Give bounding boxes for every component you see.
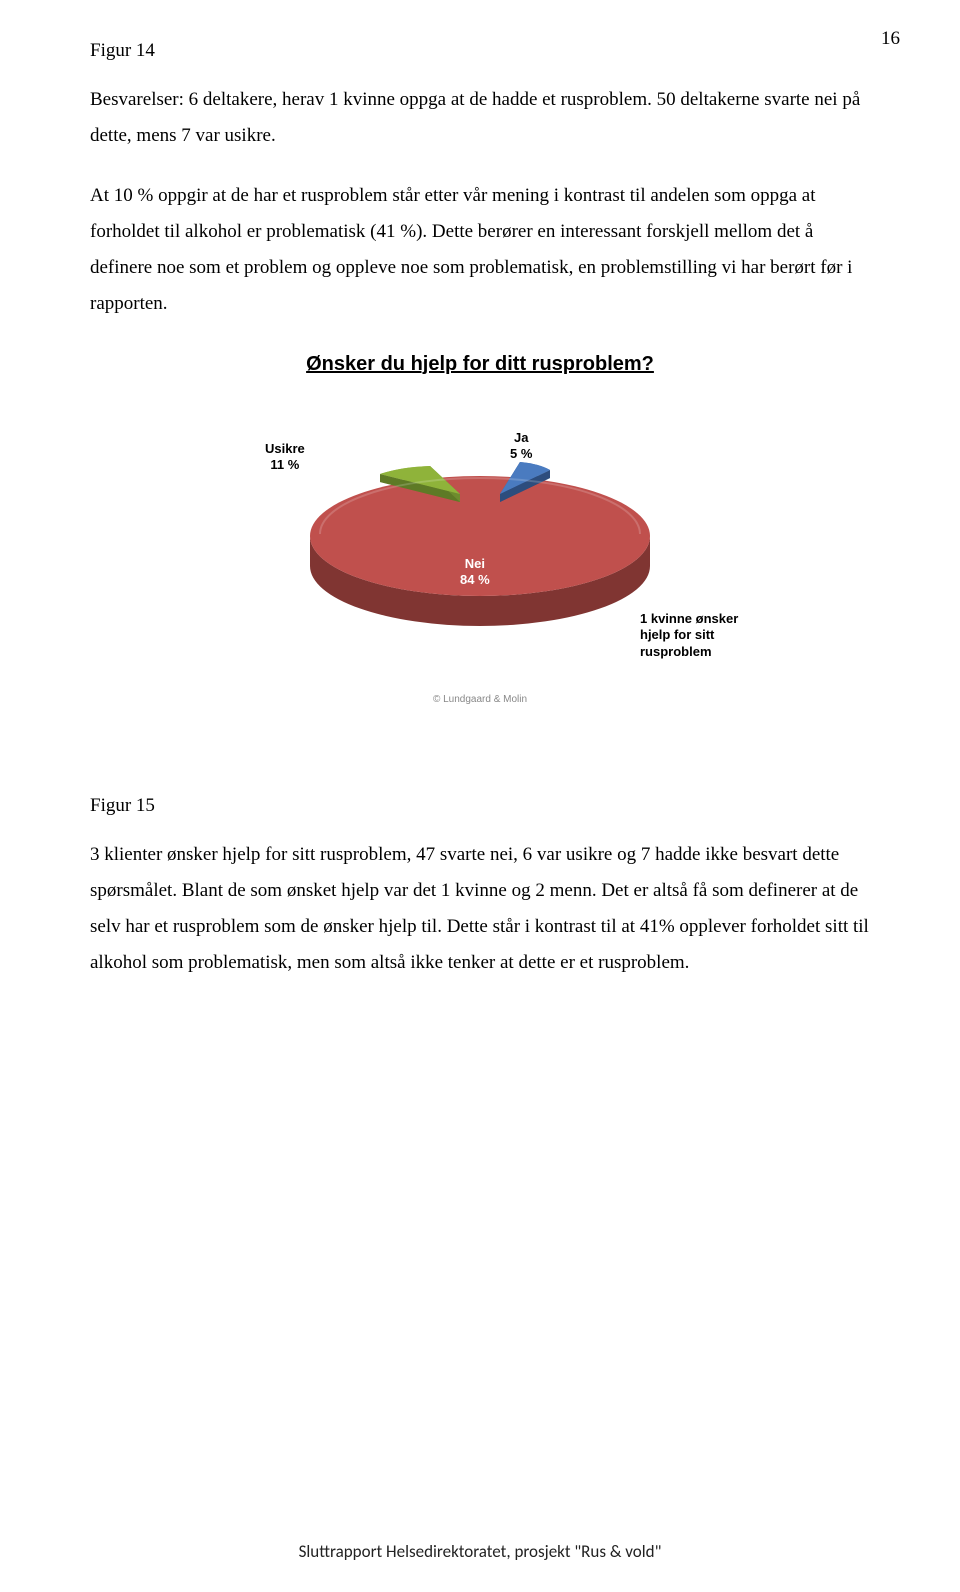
chart-annotation: 1 kvinne ønsker hjelp for sitt rusproble… — [640, 611, 790, 662]
slice-label-usikre: Usikre 11 % — [265, 441, 305, 475]
slice-label-ja-name: Ja — [514, 430, 528, 445]
pie-area: Usikre 11 % Ja 5 % Nei 84 % 1 kvinne øns… — [180, 416, 780, 676]
figure-14-label: Figur 14 — [90, 40, 870, 62]
chart-annotation-l3: rusproblem — [640, 644, 712, 659]
slice-label-usikre-name: Usikre — [265, 441, 305, 456]
paragraph-2: At 10 % oppgir at de har et rusproblem s… — [90, 178, 870, 322]
page-number: 16 — [881, 28, 900, 50]
paragraph-1: Besvarelser: 6 deltakere, herav 1 kvinne… — [90, 82, 870, 154]
pie-chart: Ønsker du hjelp for ditt rusproblem? — [180, 353, 780, 705]
footer: Sluttrapport Helsedirektoratet, prosjekt… — [0, 1541, 960, 1562]
chart-title: Ønsker du hjelp for ditt rusproblem? — [180, 353, 780, 376]
chart-credit: © Lundgaard & Molin — [180, 694, 780, 705]
slice-label-nei: Nei 84 % — [460, 556, 490, 590]
slice-label-nei-pct: 84 % — [460, 572, 490, 587]
pie-svg — [270, 416, 690, 656]
figure-15-label: Figur 15 — [90, 795, 870, 817]
chart-annotation-l1: 1 kvinne ønsker — [640, 611, 738, 626]
chart-annotation-l2: hjelp for sitt — [640, 627, 714, 642]
slice-label-ja: Ja 5 % — [510, 430, 532, 464]
paragraph-3: 3 klienter ønsker hjelp for sitt rusprob… — [90, 837, 870, 981]
slice-label-nei-name: Nei — [465, 556, 485, 571]
slice-label-ja-pct: 5 % — [510, 446, 532, 461]
slice-label-usikre-pct: 11 % — [270, 457, 299, 472]
